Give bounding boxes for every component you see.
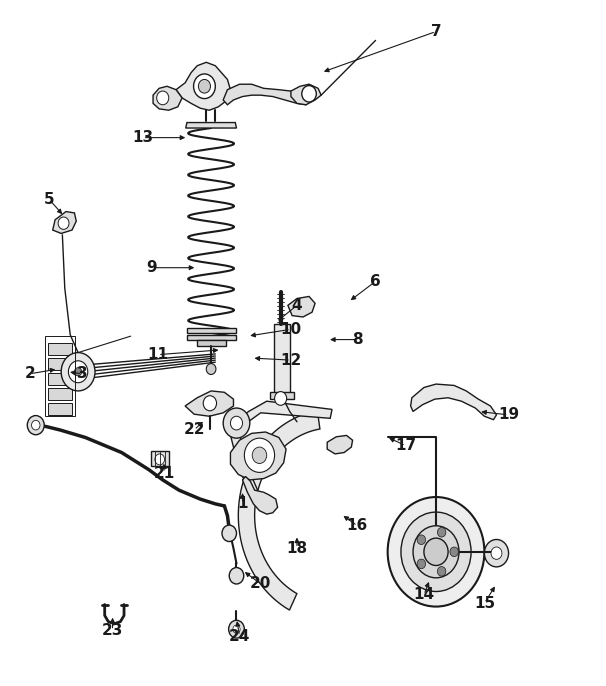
Text: 8: 8 xyxy=(352,332,363,347)
Polygon shape xyxy=(185,391,233,416)
Polygon shape xyxy=(187,328,236,333)
Polygon shape xyxy=(270,392,294,399)
Circle shape xyxy=(417,535,425,545)
Polygon shape xyxy=(242,477,278,514)
Text: 18: 18 xyxy=(287,541,307,556)
Circle shape xyxy=(155,454,165,465)
Text: 5: 5 xyxy=(44,191,55,206)
Text: 24: 24 xyxy=(229,628,250,643)
Text: 15: 15 xyxy=(474,595,495,611)
Polygon shape xyxy=(274,324,290,394)
Text: 14: 14 xyxy=(413,587,435,602)
Circle shape xyxy=(438,528,446,537)
Circle shape xyxy=(244,438,275,473)
Circle shape xyxy=(58,217,69,229)
Polygon shape xyxy=(48,388,72,400)
Polygon shape xyxy=(48,403,72,415)
Polygon shape xyxy=(327,436,353,454)
Text: 10: 10 xyxy=(281,322,301,337)
Circle shape xyxy=(193,74,215,99)
Polygon shape xyxy=(48,343,72,355)
Circle shape xyxy=(198,80,210,93)
Text: 20: 20 xyxy=(250,576,271,591)
Polygon shape xyxy=(187,335,236,340)
Text: 3: 3 xyxy=(77,366,88,381)
Text: 22: 22 xyxy=(184,423,205,438)
Circle shape xyxy=(252,447,267,464)
Circle shape xyxy=(401,512,471,591)
Circle shape xyxy=(230,416,242,430)
Circle shape xyxy=(417,559,425,569)
Circle shape xyxy=(233,625,240,633)
Circle shape xyxy=(424,538,448,565)
Circle shape xyxy=(275,392,287,405)
Text: 9: 9 xyxy=(147,260,157,275)
Circle shape xyxy=(228,620,244,638)
Polygon shape xyxy=(227,422,258,493)
Circle shape xyxy=(302,86,316,102)
Polygon shape xyxy=(48,373,72,385)
Polygon shape xyxy=(185,123,236,128)
Text: 7: 7 xyxy=(431,24,441,39)
Circle shape xyxy=(206,364,216,375)
Text: 4: 4 xyxy=(291,298,302,313)
Text: 1: 1 xyxy=(238,497,248,511)
Circle shape xyxy=(157,91,169,105)
Circle shape xyxy=(75,368,82,376)
Circle shape xyxy=(222,525,236,541)
Polygon shape xyxy=(238,411,320,610)
Circle shape xyxy=(61,353,95,391)
Polygon shape xyxy=(151,451,169,466)
Text: 19: 19 xyxy=(498,407,519,423)
Polygon shape xyxy=(236,401,332,432)
Circle shape xyxy=(438,567,446,576)
Text: 13: 13 xyxy=(132,130,153,145)
Polygon shape xyxy=(288,296,315,317)
Polygon shape xyxy=(411,384,496,420)
Polygon shape xyxy=(153,86,182,110)
Polygon shape xyxy=(197,340,226,346)
Circle shape xyxy=(388,497,484,606)
Text: 21: 21 xyxy=(153,466,175,481)
Text: 11: 11 xyxy=(147,347,168,362)
Circle shape xyxy=(203,396,216,411)
Circle shape xyxy=(223,408,250,438)
Text: 17: 17 xyxy=(395,438,416,453)
Text: 16: 16 xyxy=(347,519,368,533)
Polygon shape xyxy=(48,358,72,370)
Text: 6: 6 xyxy=(370,274,381,289)
Polygon shape xyxy=(53,211,76,233)
Circle shape xyxy=(484,539,508,567)
Text: 2: 2 xyxy=(24,366,35,381)
Text: 23: 23 xyxy=(102,623,123,638)
Text: 12: 12 xyxy=(281,353,302,368)
Circle shape xyxy=(413,525,459,578)
Circle shape xyxy=(68,361,88,383)
Circle shape xyxy=(229,567,244,584)
Circle shape xyxy=(450,547,458,556)
Polygon shape xyxy=(176,62,230,110)
Polygon shape xyxy=(230,432,286,480)
Circle shape xyxy=(32,421,40,430)
Circle shape xyxy=(27,416,44,435)
Polygon shape xyxy=(291,84,321,105)
Circle shape xyxy=(491,547,502,559)
Polygon shape xyxy=(223,84,309,105)
